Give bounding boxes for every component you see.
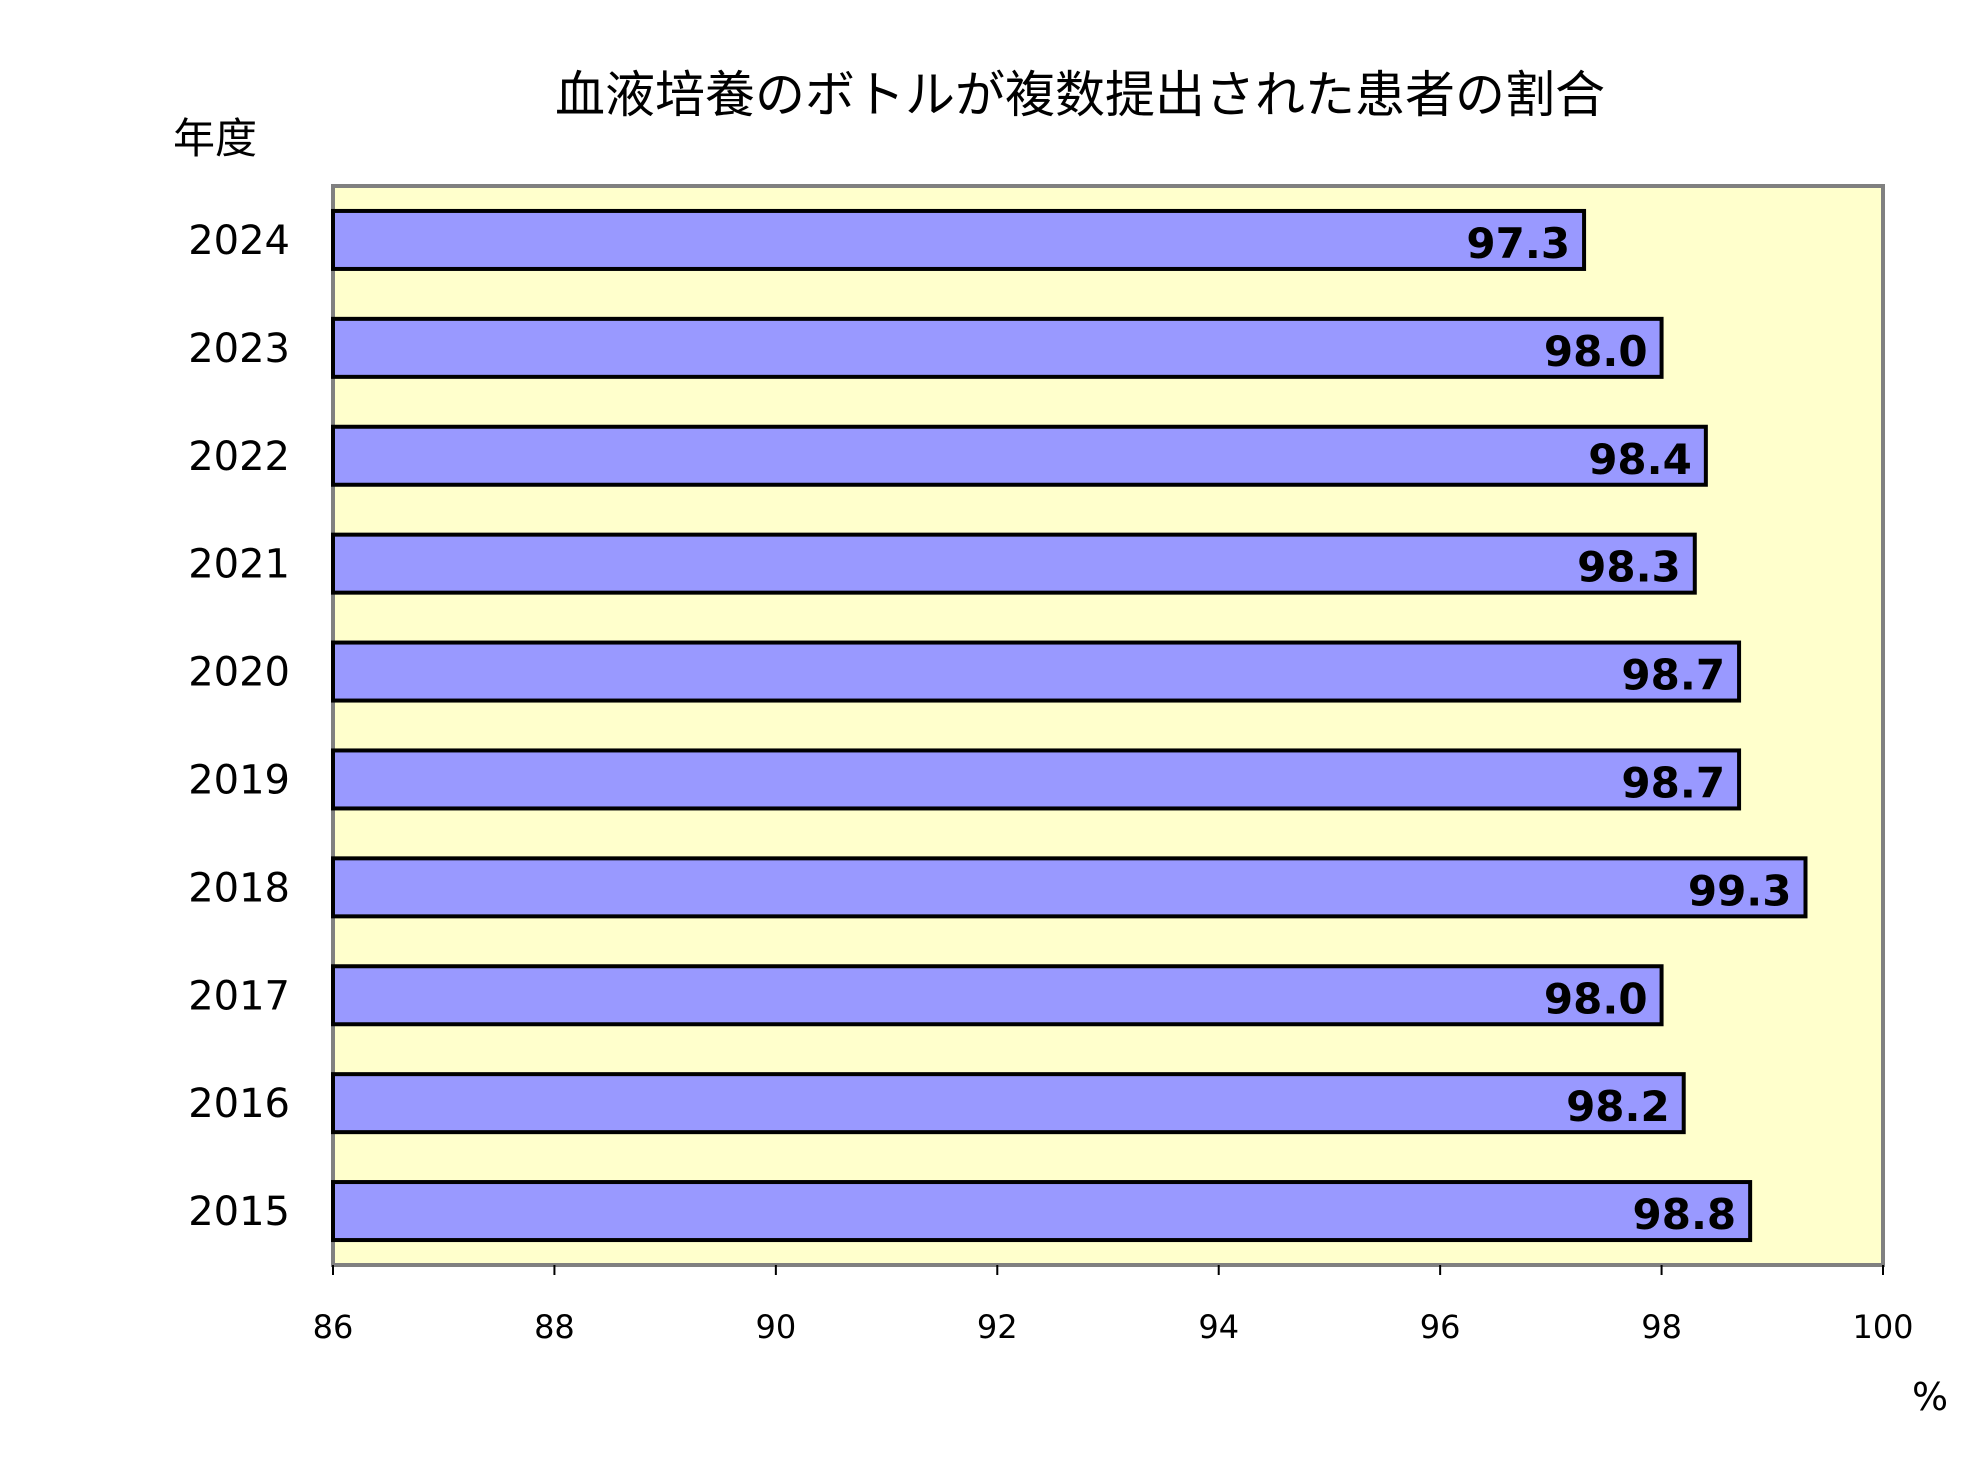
chart-title: 血液培養のボトルが複数提出された患者の割合 <box>555 66 1605 124</box>
data-label-2017: 98.0 <box>1544 974 1648 1023</box>
x-tick-label-96: 96 <box>1420 1308 1461 1346</box>
data-label-2018: 99.3 <box>1688 866 1792 915</box>
x-tick-label-88: 88 <box>534 1308 575 1346</box>
data-label-2020: 98.7 <box>1621 651 1725 700</box>
category-label-2024: 2024 <box>188 218 290 264</box>
data-label-2021: 98.3 <box>1577 543 1681 592</box>
bar-series <box>331 208 1808 1243</box>
x-tick-label-98: 98 <box>1641 1308 1682 1346</box>
data-label-2024: 97.3 <box>1466 219 1570 268</box>
category-label-2022: 2022 <box>188 434 290 480</box>
category-label-2015: 2015 <box>188 1189 290 1235</box>
category-label-2018: 2018 <box>188 865 290 911</box>
bar-2015 <box>331 1180 1753 1243</box>
category-label-2019: 2019 <box>188 757 290 803</box>
x-tick-label-86: 86 <box>313 1308 354 1346</box>
data-label-2015: 98.8 <box>1633 1190 1737 1239</box>
bar-2018 <box>331 856 1808 919</box>
category-label-2021: 2021 <box>188 542 290 588</box>
data-label-2019: 98.7 <box>1621 758 1725 807</box>
data-label-2022: 98.4 <box>1588 435 1692 484</box>
x-axis-ticks <box>332 1265 1884 1275</box>
bar-2023 <box>331 316 1664 379</box>
x-tick-label-94: 94 <box>1198 1308 1239 1346</box>
data-labels: 97.3 98.0 98.4 98.3 98.7 98.7 99.3 98.0 98.2 98.8 <box>1466 219 1791 1239</box>
data-label-2023: 98.0 <box>1544 327 1648 376</box>
data-label-2016: 98.2 <box>1566 1082 1670 1131</box>
bar-2017 <box>331 964 1664 1027</box>
bar-2024 <box>331 208 1587 271</box>
x-tick-label-92: 92 <box>977 1308 1018 1346</box>
category-label-2023: 2023 <box>188 326 290 372</box>
category-labels: 2024 2023 2022 2021 2020 2019 2018 2017 2016 2015 <box>188 218 290 1235</box>
category-label-2016: 2016 <box>188 1081 290 1127</box>
bar-2021 <box>331 532 1697 595</box>
bar-2016 <box>331 1072 1686 1135</box>
y-axis-label: 年度 <box>173 114 257 163</box>
bar-2022 <box>331 424 1708 487</box>
x-tick-label-90: 90 <box>755 1308 796 1346</box>
x-tick-label-100: 100 <box>1852 1308 1913 1346</box>
x-axis-tick-labels: 86 88 90 92 94 96 98 100 <box>313 1308 1914 1346</box>
bar-2020 <box>331 640 1742 703</box>
x-axis-unit-label: % <box>1912 1375 1948 1419</box>
category-label-2017: 2017 <box>188 973 290 1019</box>
bar-2019 <box>331 748 1742 811</box>
category-label-2020: 2020 <box>188 650 290 696</box>
